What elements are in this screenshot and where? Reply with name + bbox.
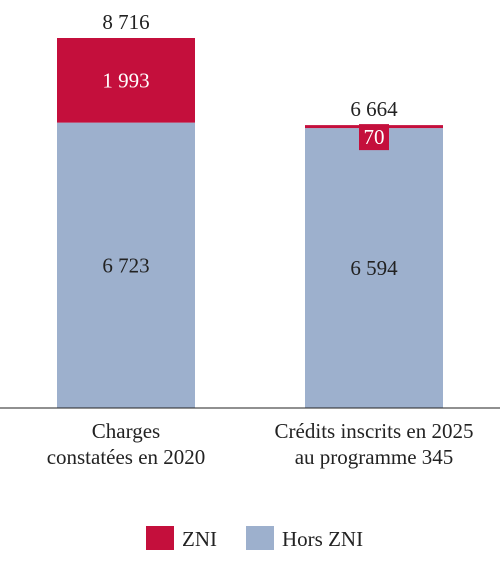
category-labels: Charges constatées en 2020 Crédits inscrit…: [47, 419, 474, 469]
label-box-zni-1: [359, 124, 389, 151]
label-zni-0: 1 993: [102, 68, 149, 92]
legend-label-hors-zni: Hors ZNI: [282, 527, 363, 551]
bar-hors-zni-1: [305, 128, 443, 408]
legend: ZNI Hors ZNI: [146, 526, 363, 551]
bar-zni-0: [57, 38, 195, 123]
category-label-1: Crédits inscrits en 2025 au programme 345: [275, 419, 474, 469]
total-label-0: 8 716: [102, 10, 149, 34]
category-label-0: Charges constatées en 2020: [47, 419, 206, 469]
label-hors-zni-0: 6 723: [102, 253, 149, 277]
legend-swatch-hors-zni: [246, 526, 274, 550]
bars-group: [57, 38, 443, 408]
label-hors-zni-1: 6 594: [350, 256, 398, 280]
total-label-1: 6 664: [350, 97, 398, 121]
legend-label-zni: ZNI: [182, 527, 217, 551]
label-zni-1: 70: [364, 125, 385, 149]
labels-group: 6 723 1 993 8 716 6 594 70 6 664: [102, 10, 398, 280]
bar-hors-zni-0: [57, 122, 195, 408]
legend-swatch-zni: [146, 526, 174, 550]
